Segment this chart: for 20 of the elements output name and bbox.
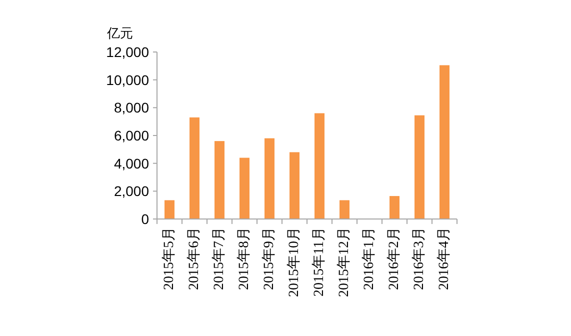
x-tick-label: 2015年6月: [186, 227, 202, 290]
x-tick-label: 2016年3月: [411, 227, 427, 290]
x-tick-label: 2015年11月: [311, 227, 327, 296]
y-tick-label: 10,000: [106, 72, 150, 88]
y-tick-label: 0: [141, 211, 150, 227]
y-axis-title: 亿元: [106, 26, 133, 40]
y-tick-label: 12,000: [106, 44, 150, 60]
y-tick-label: 6,000: [114, 128, 150, 144]
x-tick-label: 2016年4月: [436, 227, 452, 290]
x-tick-label: 2015年8月: [236, 227, 252, 290]
y-tick-label: 8,000: [114, 100, 150, 116]
x-tick-label: 2015年7月: [211, 227, 227, 290]
x-tick-label: 2016年1月: [361, 227, 377, 290]
y-tick-label: 2,000: [114, 183, 150, 200]
x-tick-label: 2015年5月: [161, 227, 177, 290]
x-tick-label: 2015年9月: [261, 227, 277, 290]
x-tick-label: 2015年12月: [336, 227, 352, 297]
x-tick-label: 2015年10月: [286, 227, 302, 297]
x-tick-label: 2016年2月: [386, 227, 402, 290]
y-tick-label: 4,000: [114, 155, 150, 172]
